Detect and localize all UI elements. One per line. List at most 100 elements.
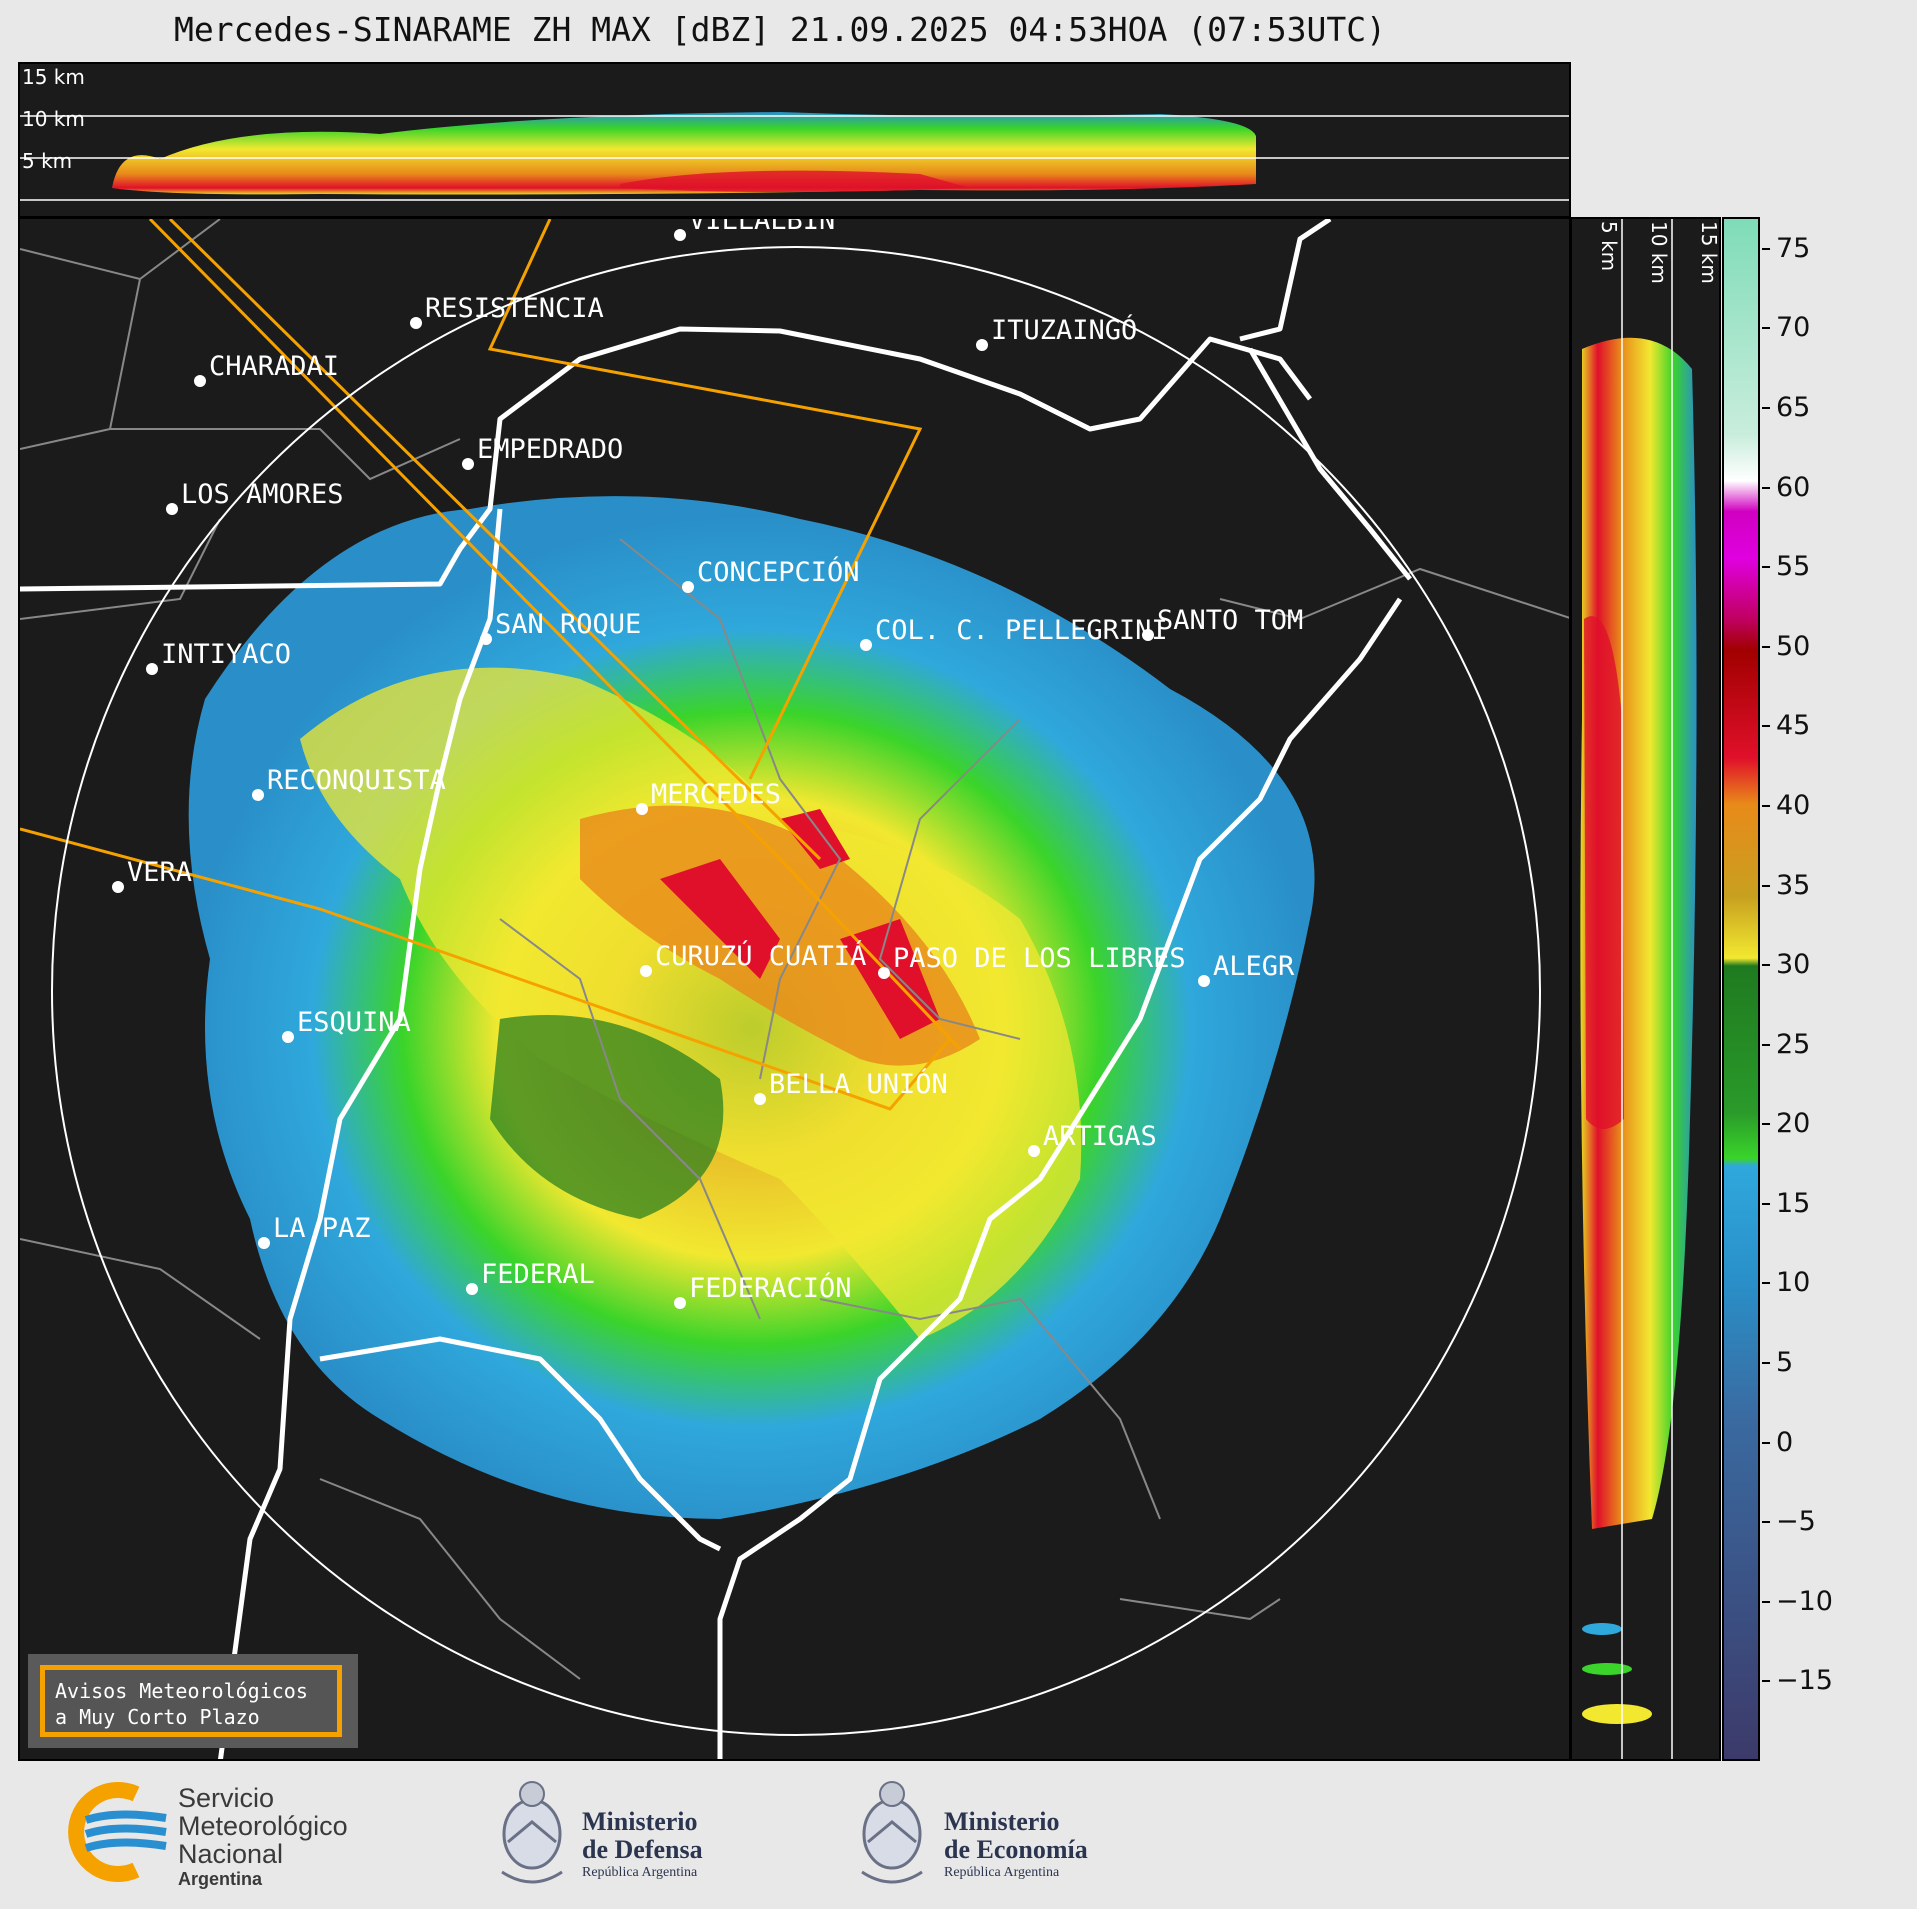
side-cross-section-plot: 5 km 10 km 15 km (1580, 219, 1719, 1759)
chart-title: Mercedes-SINARAME ZH MAX [dBZ] 21.09.202… (174, 10, 1386, 49)
city-dot (282, 1031, 294, 1043)
avisos-box: Avisos Meteorológicos a Muy Corto Plazo (40, 1665, 342, 1737)
city-label: EMPEDRADO (477, 434, 623, 465)
side-label-5km: 5 km (1597, 221, 1621, 271)
city-label: SANTO TOM (1157, 605, 1303, 636)
city-label: RECONQUISTA (267, 765, 446, 796)
city-label: PASO DE LOS LIBRES (893, 943, 1186, 974)
city-label: FEDERAL (481, 1259, 595, 1290)
colorbar-tick-label: 40 (1776, 789, 1811, 821)
radar-map: VILLALBÍN RESISTENCIA ITUZAINGÓ CHARADAI EMP… (20, 219, 1569, 1759)
warning-polygons (20, 219, 962, 1111)
city-dot (410, 317, 422, 329)
top-cross-section-plot: 15 km 10 km 5 km (20, 65, 1569, 201)
colorbar-tick (1762, 1123, 1770, 1126)
side-echo-3 (1582, 1704, 1652, 1724)
colorbar-tick-label: 0 (1776, 1426, 1794, 1458)
city-dot (480, 633, 492, 645)
economia-line2: de Economía (944, 1835, 1088, 1864)
colorbar-tick-label: 15 (1776, 1187, 1811, 1219)
smn-line1: Servicio (178, 1783, 275, 1813)
city-dot (640, 965, 652, 977)
city-label: RESISTENCIA (425, 293, 604, 324)
colorbar-tick (1762, 1441, 1770, 1444)
city-label: FEDERACIÓN (689, 1272, 852, 1304)
city-dot (146, 663, 158, 675)
colorbar-tick-label: 70 (1776, 312, 1811, 344)
city-label: BELLA UNIÓN (769, 1068, 948, 1100)
city-dot (674, 1297, 686, 1309)
smn-line3: Nacional (178, 1839, 284, 1869)
colorbar-tick (1762, 1680, 1770, 1683)
city-dot (878, 967, 890, 979)
colorbar-tick-label: −10 (1776, 1585, 1833, 1617)
city-dot (1198, 975, 1210, 987)
colorbar-tick (1762, 486, 1770, 489)
colorbar-tick (1762, 884, 1770, 887)
city-label: ESQUINA (297, 1007, 411, 1038)
defensa-logo-text: Ministerio de Defensa República Argentin… (582, 1808, 703, 1882)
top-label-15km: 15 km (22, 65, 85, 89)
economia-line3: República Argentina (944, 1865, 1060, 1880)
colorbar-tick (1762, 247, 1770, 250)
colorbar-tick-label: 35 (1776, 869, 1811, 901)
colorbar-tick (1762, 1521, 1770, 1524)
economia-seal-icon (861, 1781, 923, 1884)
city-dot (466, 1283, 478, 1295)
smn-logo-text: Servicio Meteorológico Nacional Argentin… (178, 1784, 348, 1890)
colorbar-tick-label: 25 (1776, 1028, 1811, 1060)
colorbar-tick (1762, 1202, 1770, 1205)
city-label: COL. C. PELLEGRINI (875, 615, 1168, 646)
colorbar (1722, 217, 1760, 1761)
defensa-line2: de Defensa (582, 1835, 703, 1864)
city-dot (754, 1093, 766, 1105)
city-label: MERCEDES (651, 779, 781, 810)
economia-logo-text: Ministerio de Economía República Argenti… (944, 1808, 1088, 1882)
economia-line1: Ministerio (944, 1807, 1060, 1836)
borders-rivers (20, 219, 1412, 1759)
colorbar-tick-label: 55 (1776, 551, 1811, 583)
city-dot (1028, 1145, 1040, 1157)
colorbar-tick-label: 20 (1776, 1108, 1811, 1140)
city-dot (112, 881, 124, 893)
city-label: ARTIGAS (1043, 1121, 1157, 1152)
colorbar-tick-label: 65 (1776, 392, 1811, 423)
colorbar-tick-label: 45 (1776, 710, 1811, 742)
top-cross-section-panel: 15 km 10 km 5 km (18, 62, 1571, 218)
colorbar-tick (1762, 566, 1770, 569)
colorbar-tick (1762, 1282, 1770, 1285)
colorbar-tick (1762, 1600, 1770, 1603)
city-dot (1142, 629, 1154, 641)
colorbar-tick (1762, 964, 1770, 967)
city-label: ALEGR (1213, 951, 1295, 982)
top-reflectivity-band (112, 112, 1256, 195)
city-label: SAN ROQUE (495, 609, 641, 640)
side-reflectivity-band (1580, 337, 1697, 1529)
city-dot (462, 458, 474, 470)
city-label: ITUZAINGÓ (991, 314, 1137, 346)
city-label: VERA (127, 857, 192, 888)
city-dot (194, 375, 206, 387)
colorbar-tick-label: −15 (1776, 1665, 1833, 1697)
colorbar-tick-label: −5 (1776, 1506, 1816, 1538)
top-label-10km: 10 km (22, 107, 85, 131)
colorbar-tick (1762, 645, 1770, 648)
city-dot (636, 803, 648, 815)
smn-line2: Meteorológico (178, 1811, 348, 1841)
colorbar-tick (1762, 1043, 1770, 1046)
defensa-line1: Ministerio (582, 1807, 698, 1836)
city-label: CURUZÚ CUATIÁ (655, 940, 866, 972)
city-dot (860, 639, 872, 651)
colorbar-tick (1762, 327, 1770, 330)
city-label: LA PAZ (273, 1213, 371, 1244)
city-dot (682, 581, 694, 593)
side-label-10km: 10 km (1647, 221, 1671, 284)
side-core-red (1584, 616, 1624, 1129)
city-dot (166, 503, 178, 515)
city-label: VILLALBÍN (689, 219, 835, 236)
colorbar-tick-label: 60 (1776, 471, 1811, 503)
avisos-line1: Avisos Meteorológicos (55, 1679, 308, 1703)
side-echo-1 (1582, 1623, 1622, 1635)
colorbar-tick (1762, 407, 1770, 409)
city-dot (976, 339, 988, 351)
